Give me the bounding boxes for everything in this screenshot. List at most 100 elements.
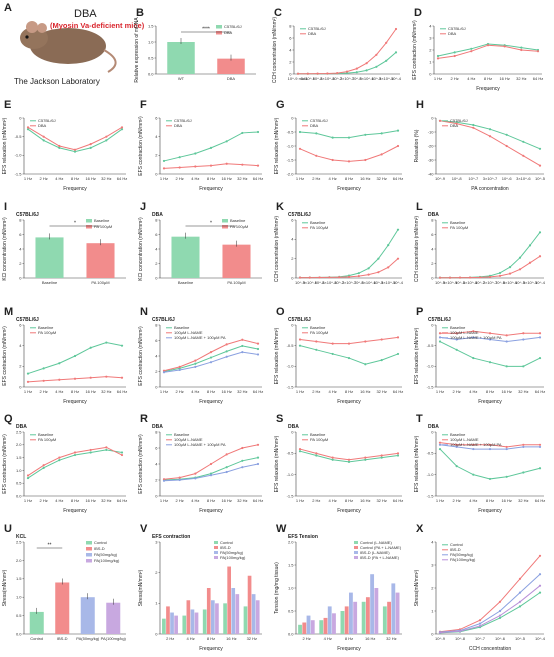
data-point — [518, 591, 522, 594]
data-point — [338, 276, 341, 279]
legend-label: PA 100μM — [38, 330, 56, 335]
series-line — [163, 131, 259, 162]
y-tick-label: -1.5 — [287, 157, 295, 162]
legend-swatch — [214, 541, 218, 544]
legend-swatch — [214, 551, 218, 554]
y-axis-label: CCH concentration (mN/mm²) — [272, 17, 278, 83]
y-tick-label: 4 — [155, 246, 158, 251]
legend-label: PA(50mg/kg) — [220, 550, 244, 555]
data-point — [42, 466, 45, 469]
x-tick-label: 3×10^-6 — [516, 176, 531, 181]
data-point — [225, 162, 228, 165]
legend-label: PA 100μM — [310, 330, 328, 335]
data-point — [105, 139, 108, 142]
data-point — [162, 479, 166, 482]
legend-label: 100μM L-NAME + 100μM PA — [450, 442, 502, 447]
bar — [35, 237, 64, 278]
data-point — [396, 336, 400, 339]
data-point — [178, 478, 181, 482]
x-axis-label: Frequency — [337, 646, 361, 652]
legend-label: 100μM L-NAME — [450, 330, 479, 335]
x-tick-label: 3×10^-8 — [322, 280, 337, 285]
data-point — [225, 343, 228, 346]
x-axis-label: Frequency — [63, 186, 87, 192]
y-axis-label: CCH concentration (mN/mm²) — [274, 216, 280, 282]
legend-label: 100μM L-NAME + 100μM PA — [174, 442, 226, 447]
data-point — [364, 158, 367, 162]
bar — [255, 600, 260, 634]
data-point — [488, 275, 492, 279]
x-tick-label: 32 Hz — [518, 389, 528, 394]
x-tick-label: 2 Hz — [453, 498, 461, 503]
x-tick-label: 4 Hz — [191, 389, 199, 394]
y-tick-label: 1.0 — [148, 39, 154, 44]
data-point — [438, 441, 442, 444]
data-point — [298, 130, 302, 134]
data-point — [396, 144, 400, 148]
legend-label: Baseline — [450, 432, 466, 437]
data-point — [162, 369, 166, 372]
x-tick-label: 4 Hz — [191, 498, 199, 503]
x-tick-label: 8 Hz — [345, 636, 353, 641]
x-axis-label: Frequency — [476, 86, 500, 92]
x-axis-label: Frequency — [478, 508, 502, 514]
x-tick-label: 1 Hz — [434, 76, 442, 81]
legend-label: PA 100μM — [38, 437, 56, 442]
x-tick-label: WT — [178, 76, 185, 81]
y-tick-label: 2 — [291, 256, 294, 261]
data-point — [162, 159, 166, 163]
data-point — [194, 152, 197, 155]
mouse-body-icon — [30, 28, 106, 64]
x-tick-label: 64 Hz — [117, 498, 127, 503]
legend-swatch — [354, 556, 358, 559]
legend-label: PA(50mg/kg) — [94, 552, 118, 557]
data-point — [538, 554, 542, 557]
x-tick-label: 10^-7 — [468, 176, 479, 181]
x-tick-label: PA 100μM — [227, 280, 245, 285]
data-point — [331, 136, 334, 139]
x-tick-label: 8 Hz — [207, 389, 215, 394]
data-point — [522, 471, 525, 474]
data-point — [380, 338, 383, 341]
data-point — [438, 332, 442, 335]
x-tick-label: 10^-9 — [295, 280, 306, 285]
bar — [223, 603, 227, 634]
data-point — [331, 456, 334, 459]
x-tick-label: 2 Hz — [176, 389, 184, 394]
y-tick-label: 0 — [291, 429, 294, 434]
bar — [55, 582, 70, 634]
series-line — [163, 339, 259, 372]
x-tick-label: 4 Hz — [469, 498, 477, 503]
x-tick-label: 8 Hz — [486, 389, 494, 394]
x-tick-label: 64 Hz — [393, 389, 403, 394]
data-point — [396, 352, 400, 356]
panel-label: C — [274, 7, 282, 19]
panel-label: J — [140, 201, 146, 213]
data-point — [455, 338, 458, 341]
data-point — [58, 362, 61, 365]
x-tick-label: 1 Hz — [296, 176, 304, 181]
data-point — [347, 458, 351, 461]
data-point — [528, 261, 532, 264]
data-point — [89, 146, 92, 149]
data-point — [518, 605, 522, 608]
data-point — [58, 456, 61, 459]
chart-title: DBA — [428, 424, 439, 430]
legend-label: Baseline — [450, 220, 466, 225]
data-point — [538, 336, 542, 339]
y-tick-label: 2 — [155, 369, 158, 374]
data-point — [538, 231, 542, 234]
data-point — [120, 128, 124, 131]
data-point — [538, 255, 542, 258]
y-axis-label: CCH concentration (mN/mm²) — [414, 216, 420, 282]
data-point — [298, 450, 302, 453]
bar — [319, 620, 324, 634]
x-tick-label: 2 Hz — [40, 389, 48, 394]
data-point — [241, 466, 244, 469]
y-tick-label: 4 — [291, 237, 294, 242]
chart-title: DBA — [428, 212, 439, 218]
y-tick-label: -1.5 — [427, 493, 435, 498]
data-point — [194, 165, 197, 168]
x-tick-label: 1 Hz — [160, 389, 168, 394]
y-tick-label: 4 — [19, 343, 22, 348]
